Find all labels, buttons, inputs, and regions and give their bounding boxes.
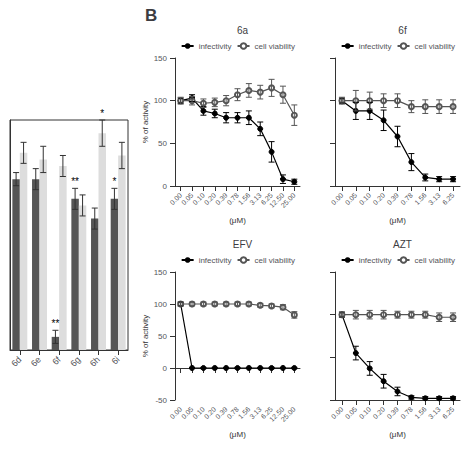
svg-text:50: 50 xyxy=(158,139,167,148)
svg-text:(μM): (μM) xyxy=(389,216,406,225)
svg-text:1.56: 1.56 xyxy=(236,405,252,421)
svg-text:infectivity: infectivity xyxy=(199,42,232,51)
svg-text:0.78: 0.78 xyxy=(225,191,240,207)
svg-text:12.50: 12.50 xyxy=(268,191,286,209)
svg-text:0.00: 0.00 xyxy=(168,405,184,421)
svg-text:3.13: 3.13 xyxy=(427,405,442,420)
svg-text:0.05: 0.05 xyxy=(344,405,359,420)
svg-text:0.00: 0.00 xyxy=(330,405,345,420)
svg-text:EFV: EFV xyxy=(233,239,253,250)
svg-text:0.10: 0.10 xyxy=(191,405,206,421)
svg-text:6d: 6d xyxy=(9,354,23,368)
svg-text:6f: 6f xyxy=(50,354,63,367)
svg-text:25.00: 25.00 xyxy=(279,191,296,208)
svg-text:0.00: 0.00 xyxy=(330,191,345,206)
svg-text:50: 50 xyxy=(158,332,167,341)
svg-text:3.13: 3.13 xyxy=(248,191,263,207)
svg-text:25.00: 25.00 xyxy=(279,405,296,422)
svg-text:0.05: 0.05 xyxy=(344,191,359,206)
svg-text:0.20: 0.20 xyxy=(372,191,387,206)
svg-text:12.50: 12.50 xyxy=(268,405,286,423)
svg-text:6.25: 6.25 xyxy=(441,405,456,420)
svg-text:1.56: 1.56 xyxy=(413,405,428,420)
svg-text:0.00: 0.00 xyxy=(168,191,184,207)
svg-text:**: ** xyxy=(71,176,79,187)
svg-text:6g: 6g xyxy=(68,354,82,368)
svg-text:6.25: 6.25 xyxy=(259,191,275,207)
svg-text:0.05: 0.05 xyxy=(180,405,195,421)
svg-text:0.78: 0.78 xyxy=(225,405,240,421)
svg-text:infectivity: infectivity xyxy=(359,256,392,265)
svg-text:0: 0 xyxy=(163,182,168,191)
svg-text:150: 150 xyxy=(154,54,168,63)
svg-text:% of activity: % of activity xyxy=(141,315,150,358)
svg-text:6a: 6a xyxy=(237,25,249,36)
svg-text:0.10: 0.10 xyxy=(191,191,206,207)
svg-text:3.13: 3.13 xyxy=(427,191,442,206)
svg-text:0.10: 0.10 xyxy=(358,405,373,420)
svg-text:100: 100 xyxy=(154,300,168,309)
svg-text:1.56: 1.56 xyxy=(236,191,252,207)
svg-text:0.20: 0.20 xyxy=(202,191,218,207)
svg-text:B: B xyxy=(145,6,157,25)
svg-text:*: * xyxy=(100,108,104,119)
svg-text:6e: 6e xyxy=(29,354,43,368)
svg-text:cell viability: cell viability xyxy=(255,42,295,51)
svg-text:*: * xyxy=(112,176,116,187)
svg-text:0: 0 xyxy=(163,364,168,373)
svg-text:6f: 6f xyxy=(398,25,407,36)
svg-text:0.39: 0.39 xyxy=(385,191,400,206)
svg-text:0.78: 0.78 xyxy=(399,405,414,420)
svg-text:cell viability: cell viability xyxy=(415,256,455,265)
svg-text:100: 100 xyxy=(154,96,168,105)
svg-text:150: 150 xyxy=(154,268,168,277)
svg-text:% of activity: % of activity xyxy=(141,101,150,144)
svg-text:6.25: 6.25 xyxy=(441,191,456,206)
svg-text:-50: -50 xyxy=(155,396,167,405)
svg-text:6h: 6h xyxy=(88,354,102,368)
svg-text:3.13: 3.13 xyxy=(248,405,263,421)
svg-text:6i: 6i xyxy=(110,354,122,366)
svg-text:infectivity: infectivity xyxy=(359,42,392,51)
svg-text:(μM): (μM) xyxy=(229,430,246,439)
svg-text:0.39: 0.39 xyxy=(214,405,229,421)
svg-text:infectivity: infectivity xyxy=(199,256,232,265)
svg-text:0.39: 0.39 xyxy=(214,191,229,207)
svg-text:AZT: AZT xyxy=(393,239,412,250)
svg-text:(μM): (μM) xyxy=(229,216,246,225)
svg-text:6.25: 6.25 xyxy=(259,405,275,421)
svg-text:cell viability: cell viability xyxy=(255,256,295,265)
svg-text:0.39: 0.39 xyxy=(385,405,400,420)
svg-text:cell viability: cell viability xyxy=(415,42,455,51)
svg-text:0.20: 0.20 xyxy=(202,405,218,421)
svg-text:0.05: 0.05 xyxy=(180,191,195,207)
svg-text:1.56: 1.56 xyxy=(413,191,428,206)
svg-text:**: ** xyxy=(52,318,60,329)
svg-text:0.10: 0.10 xyxy=(358,191,373,206)
svg-text:0.78: 0.78 xyxy=(399,191,414,206)
svg-text:(μM): (μM) xyxy=(389,430,406,439)
svg-text:0.20: 0.20 xyxy=(372,405,387,420)
